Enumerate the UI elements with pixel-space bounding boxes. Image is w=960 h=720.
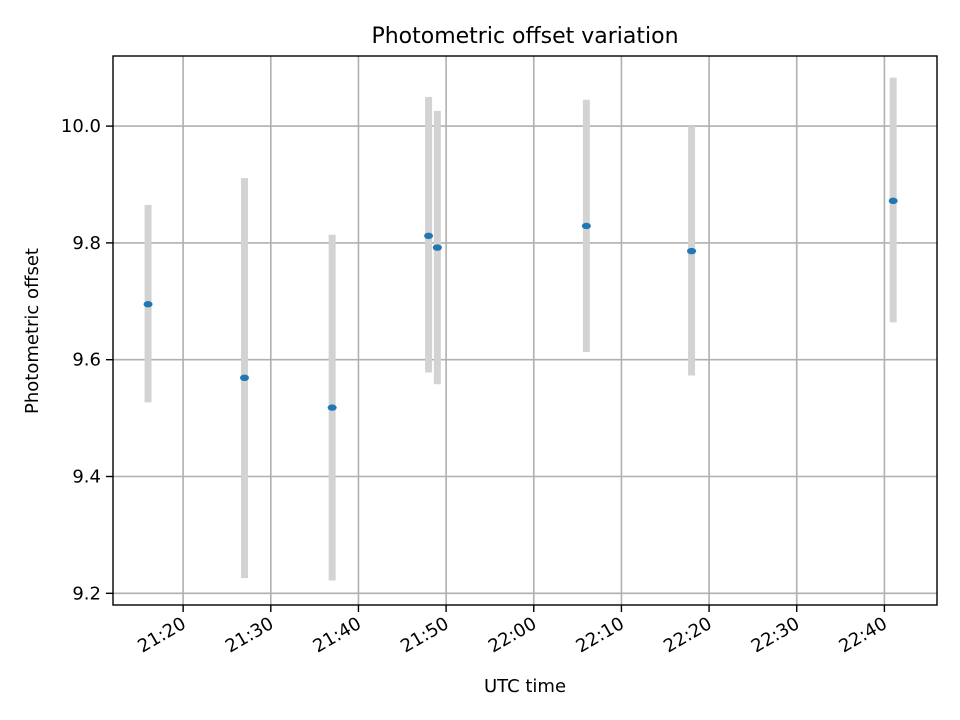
y-axis-ticks: 9.2 9.4 9.6 9.8 10.0: [61, 116, 113, 604]
data-point: [424, 232, 434, 240]
y-tick-label: 9.8: [72, 233, 101, 254]
y-tick-label: 9.4: [72, 467, 101, 488]
chart-title: Photometric offset variation: [371, 24, 678, 49]
data-point: [687, 247, 697, 255]
y-axis-label: Photometric offset: [22, 248, 43, 414]
y-tick-label: 9.6: [72, 350, 101, 371]
data-points: [143, 197, 898, 411]
grid-lines: [113, 56, 937, 605]
data-point: [888, 197, 898, 205]
data-point: [327, 404, 337, 411]
y-tick-label: 9.2: [72, 583, 101, 604]
x-axis-label: UTC time: [484, 676, 566, 697]
plot-frame: [112, 55, 938, 606]
data-point: [239, 374, 249, 382]
data-point: [143, 301, 153, 308]
data-point: [581, 222, 591, 230]
y-tick-label: 10.0: [61, 116, 101, 137]
data-point: [432, 244, 442, 251]
